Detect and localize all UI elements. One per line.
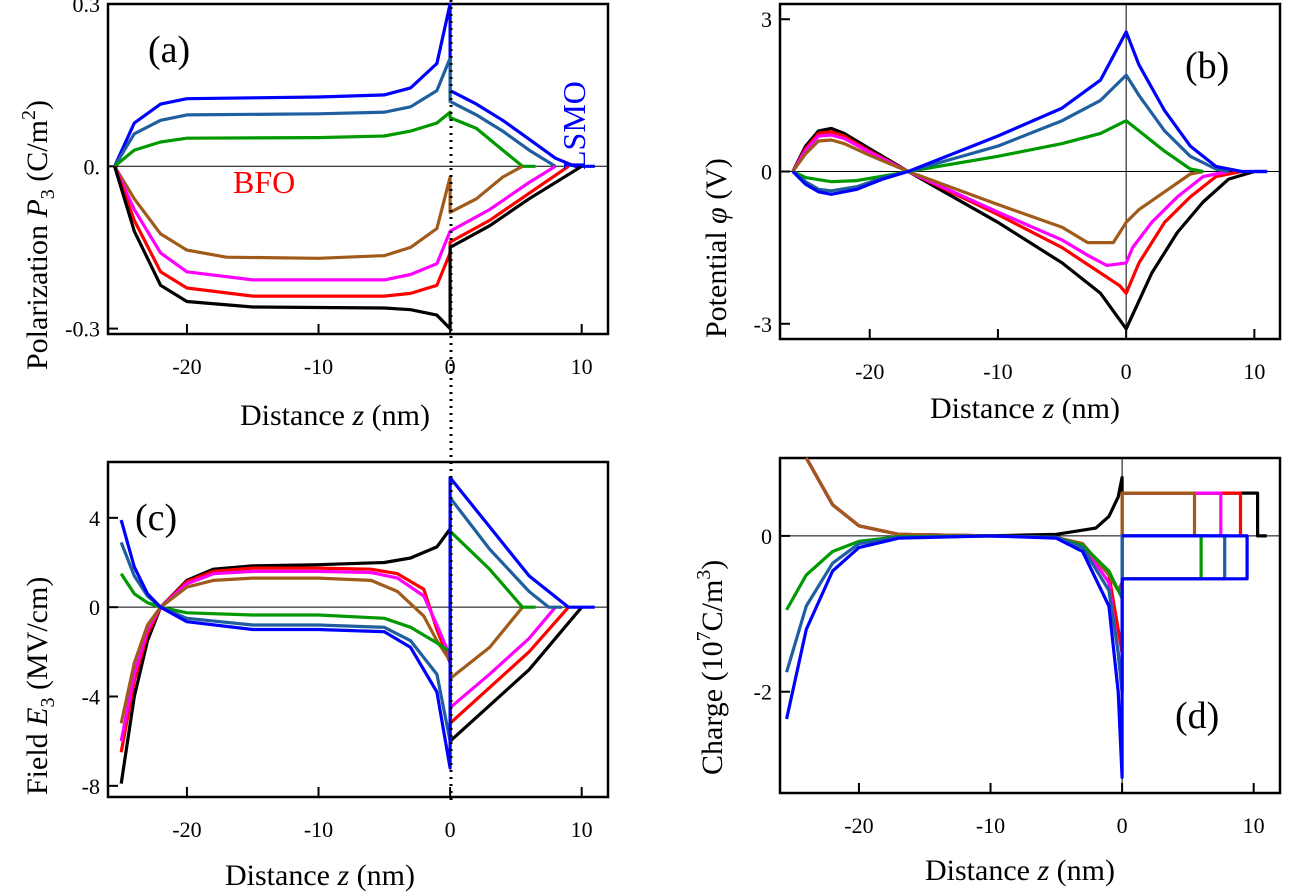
series-line [792, 119, 1204, 184]
x-tick-label: -20 [172, 817, 201, 842]
x-tick-label: 10 [1243, 359, 1265, 384]
bfo-label: BFO [233, 164, 295, 200]
x-tick-label: -20 [172, 354, 201, 379]
x-tick-label: 10 [571, 817, 593, 842]
panel-label-c: (c) [135, 497, 177, 539]
series-line [791, 130, 1242, 295]
ticks-a: -20 -10 0 10 0.3 0. -0.3 [65, 0, 608, 379]
y-axis-label-d: Charge (107C/m3) [693, 560, 729, 775]
y-tick-label: 0 [89, 595, 100, 620]
series-c [119, 476, 595, 784]
x-axis-label-c: Distance z (nm) [225, 859, 415, 892]
panel-label-a: (a) [148, 29, 190, 71]
y-tick-label: -4 [82, 685, 100, 710]
series-b [791, 30, 1268, 331]
series-line [791, 133, 1230, 267]
series-line [791, 30, 1268, 196]
x-tick-label: -20 [855, 359, 884, 384]
panel-b: -20 -10 0 10 3 0 -3 (b) Potential φ (V) Distan… [700, 2, 1282, 425]
series-line [804, 457, 1248, 655]
x-tick-label: 0 [1121, 359, 1132, 384]
series-line [119, 566, 570, 753]
series-line [119, 476, 595, 770]
y-axis-label-b: Potential φ (V) [700, 158, 733, 338]
x-tick-label: 0 [1117, 813, 1128, 838]
series-line [785, 534, 1203, 611]
plot-frame-a [106, 2, 610, 336]
series-d [785, 457, 1267, 780]
panel-label-b: (b) [1185, 45, 1229, 87]
y-tick-label: -0.3 [65, 317, 100, 342]
y-tick-label: 4 [89, 506, 100, 531]
y-tick-label: 0 [761, 160, 772, 185]
y-tick-label: 3 [761, 7, 772, 32]
series-line [785, 534, 1227, 694]
series-line [119, 576, 524, 724]
series-line [113, 2, 595, 168]
y-tick-label: -2 [754, 680, 772, 705]
ticks-b: -20 -10 0 10 3 0 -3 [754, 4, 1280, 384]
x-tick-label: 10 [1243, 813, 1265, 838]
x-tick-label: -20 [844, 813, 873, 838]
panel-label-d: (d) [1175, 695, 1219, 737]
y-tick-label: -8 [82, 774, 100, 799]
y-tick-label: 0.3 [73, 0, 101, 17]
x-tick-label: 0 [445, 354, 456, 379]
x-axis-label-a: Distance z (nm) [240, 399, 430, 432]
x-tick-label: -10 [983, 359, 1012, 384]
y-axis-label-c: Field E3 (MV/cm) [21, 577, 59, 795]
series-a [113, 2, 595, 331]
panel-a: -20 -10 0 10 0.3 0. -0.3 (a) BFO LSMO Polariza… [18, 0, 610, 432]
plot-frame-d [778, 456, 1282, 795]
series-line [113, 164, 583, 331]
series-line [791, 138, 1204, 245]
x-axis-label-b: Distance z (nm) [930, 392, 1120, 425]
plot-frame-c [106, 460, 610, 799]
series-line [113, 56, 557, 168]
y-tick-label: -3 [754, 312, 772, 337]
ticks-c: -20 -10 0 10 4 0 -4 -8 [82, 506, 608, 842]
x-tick-label: 10 [571, 354, 593, 379]
series-line [791, 126, 1268, 331]
series-line [113, 110, 536, 168]
x-axis-label-d: Distance z (nm) [925, 854, 1115, 887]
y-axis-label-a: Polarization P3 (C/m2) [18, 100, 59, 370]
x-tick-label: -10 [304, 817, 333, 842]
series-line [804, 457, 1267, 538]
series-line [119, 529, 536, 654]
series-line [119, 569, 557, 742]
y-tick-label: 0. [84, 154, 101, 179]
series-line [113, 164, 524, 260]
series-line [785, 534, 1249, 780]
x-tick-label: -10 [304, 354, 333, 379]
x-tick-label: 0 [445, 817, 456, 842]
x-tick-label: -10 [976, 813, 1005, 838]
ticks-d: -20 -10 0 10 0 -2 [754, 458, 1280, 838]
series-line [791, 73, 1230, 193]
panel-d: -20 -10 0 10 0 -2 (d) Charge (107C/m3) Distan… [693, 456, 1282, 887]
y-tick-label: 0 [761, 524, 772, 549]
series-line [113, 164, 557, 282]
series-line [804, 457, 1202, 593]
series-line [113, 164, 570, 298]
lsmo-label: LSMO [556, 81, 592, 170]
panel-c: -20 -10 0 10 4 0 -4 -8 (c) Field E3 (MV/cm) Dis… [21, 460, 610, 892]
